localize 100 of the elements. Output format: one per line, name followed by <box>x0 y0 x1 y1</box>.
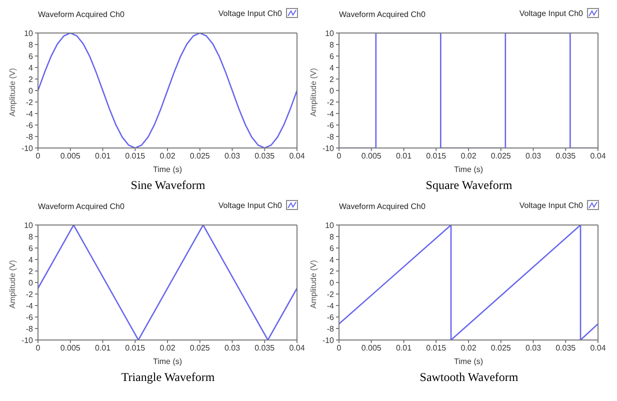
y-axis-title: Amplitude (V) <box>308 260 318 308</box>
text: Sine Waveform <box>130 178 206 193</box>
legend-label: Voltage Input Ch0 <box>519 200 583 210</box>
x-tick-label: 0.04 <box>590 344 606 353</box>
y-tick-label: 0 <box>28 86 34 96</box>
y-tick-label: -10 <box>21 336 34 345</box>
legend-label: Voltage Input Ch0 <box>519 8 583 18</box>
x-tick-label: 0.02 <box>160 344 176 353</box>
x-tick-label: 0.025 <box>490 152 512 161</box>
y-tick-label: 10 <box>325 220 335 230</box>
y-tick-label: 8 <box>330 232 335 242</box>
y-tick-label: 8 <box>28 40 34 50</box>
x-axis-title: Time (s) <box>152 165 182 174</box>
y-tick-label: 0 <box>330 278 335 288</box>
y-tick-label: -8 <box>26 132 34 142</box>
x-tick-label: 0.005 <box>60 344 81 353</box>
y-tick-label: -8 <box>326 132 335 142</box>
chart-title: Waveform Acquired Ch0 <box>339 202 426 211</box>
x-tick-label: 0.025 <box>490 344 512 353</box>
y-tick-label: -6 <box>326 312 335 322</box>
y-tick-label: 8 <box>28 232 34 242</box>
x-tick-label: 0.015 <box>426 344 447 353</box>
x-tick-label: 0.01 <box>396 344 412 353</box>
x-tick-label: 0.02 <box>460 344 477 353</box>
x-tick-label: 0.025 <box>190 344 210 353</box>
x-tick-label: 0.005 <box>60 152 81 161</box>
x-tick-label: 0.015 <box>125 152 146 161</box>
x-tick-label: 0.005 <box>361 344 382 353</box>
y-tick-label: -6 <box>26 120 34 130</box>
x-axis-title: Time (s) <box>454 357 484 366</box>
y-tick-label: 2 <box>330 74 335 84</box>
y-tick-label: 0 <box>28 278 34 288</box>
x-tick-label: 0.005 <box>361 152 382 161</box>
y-tick-label: -4 <box>326 109 335 118</box>
x-tick-label: 0.03 <box>224 344 241 353</box>
x-tick-label: 0.035 <box>556 344 576 353</box>
x-tick-label: 0.01 <box>396 152 412 161</box>
x-tick-label: 0.035 <box>254 152 276 161</box>
text: Sawtooth Waveform <box>418 370 520 385</box>
y-tick-label: -6 <box>326 120 335 130</box>
x-tick-label: 0 <box>336 152 342 161</box>
x-tick-label: 0.035 <box>556 152 576 161</box>
y-axis-title: Amplitude (V) <box>8 68 17 116</box>
chart-title: Waveform Acquired Ch0 <box>38 202 124 211</box>
y-tick-label: -8 <box>26 324 34 334</box>
x-axis-title: Time (s) <box>454 165 484 174</box>
y-tick-label: 6 <box>330 52 335 61</box>
x-tick-label: 0.025 <box>190 152 210 161</box>
text: Square Waveform <box>424 178 514 193</box>
y-tick-label: -6 <box>26 312 34 322</box>
y-tick-label: 4 <box>330 255 335 264</box>
y-tick-label: 2 <box>28 74 34 84</box>
y-tick-label: 0 <box>330 86 335 96</box>
y-tick-label: -10 <box>322 144 335 153</box>
y-tick-label: 10 <box>325 28 335 38</box>
x-tick-label: 0.01 <box>94 152 112 161</box>
y-tick-label: -4 <box>26 301 34 310</box>
y-tick-label: -2 <box>326 290 335 299</box>
text: Triangle Waveform <box>120 370 216 385</box>
y-tick-label: 10 <box>24 28 34 38</box>
y-tick-label: 4 <box>28 255 34 264</box>
y-tick-label: 4 <box>28 63 34 72</box>
y-tick-label: -4 <box>26 109 34 118</box>
y-tick-label: 6 <box>330 244 335 253</box>
y-tick-label: -10 <box>322 336 335 345</box>
chart-title: Waveform Acquired Ch0 <box>339 10 426 19</box>
x-tick-label: 0.015 <box>125 344 146 353</box>
x-tick-label: 0.03 <box>525 152 542 161</box>
x-tick-label: 0 <box>36 344 41 353</box>
x-tick-label: 0.04 <box>289 152 306 161</box>
y-axis-title: Amplitude (V) <box>308 68 318 116</box>
y-axis-title: Amplitude (V) <box>8 260 17 308</box>
y-tick-label: -4 <box>326 301 335 310</box>
y-tick-label: -2 <box>26 98 34 107</box>
x-tick-label: 0 <box>36 152 41 161</box>
y-tick-label: 10 <box>24 220 34 230</box>
chart-title: Waveform Acquired Ch0 <box>38 10 124 19</box>
x-tick-label: 0 <box>336 344 342 353</box>
x-tick-label: 0.03 <box>224 152 241 161</box>
x-tick-label: 0.04 <box>590 152 606 161</box>
x-tick-label: 0.04 <box>289 344 306 353</box>
y-tick-label: 6 <box>28 244 34 253</box>
y-tick-label: -8 <box>326 324 335 334</box>
x-tick-label: 0.02 <box>160 152 176 161</box>
x-tick-label: 0.02 <box>460 152 477 161</box>
y-tick-label: -2 <box>26 290 34 299</box>
y-tick-label: -10 <box>21 144 34 153</box>
y-tick-label: 6 <box>28 52 34 61</box>
line-series <box>38 33 297 148</box>
x-axis-title: Time (s) <box>152 357 182 366</box>
legend-label: Voltage Input Ch0 <box>218 200 282 210</box>
y-tick-label: 2 <box>28 266 34 276</box>
y-tick-label: -2 <box>326 98 335 107</box>
y-tick-label: 2 <box>330 266 335 276</box>
x-tick-label: 0.03 <box>525 344 542 353</box>
x-tick-label: 0.015 <box>426 152 447 161</box>
x-tick-label: 0.035 <box>254 344 276 353</box>
x-tick-label: 0.01 <box>94 344 112 353</box>
y-tick-label: 4 <box>330 63 335 72</box>
legend-label: Voltage Input Ch0 <box>218 8 282 18</box>
